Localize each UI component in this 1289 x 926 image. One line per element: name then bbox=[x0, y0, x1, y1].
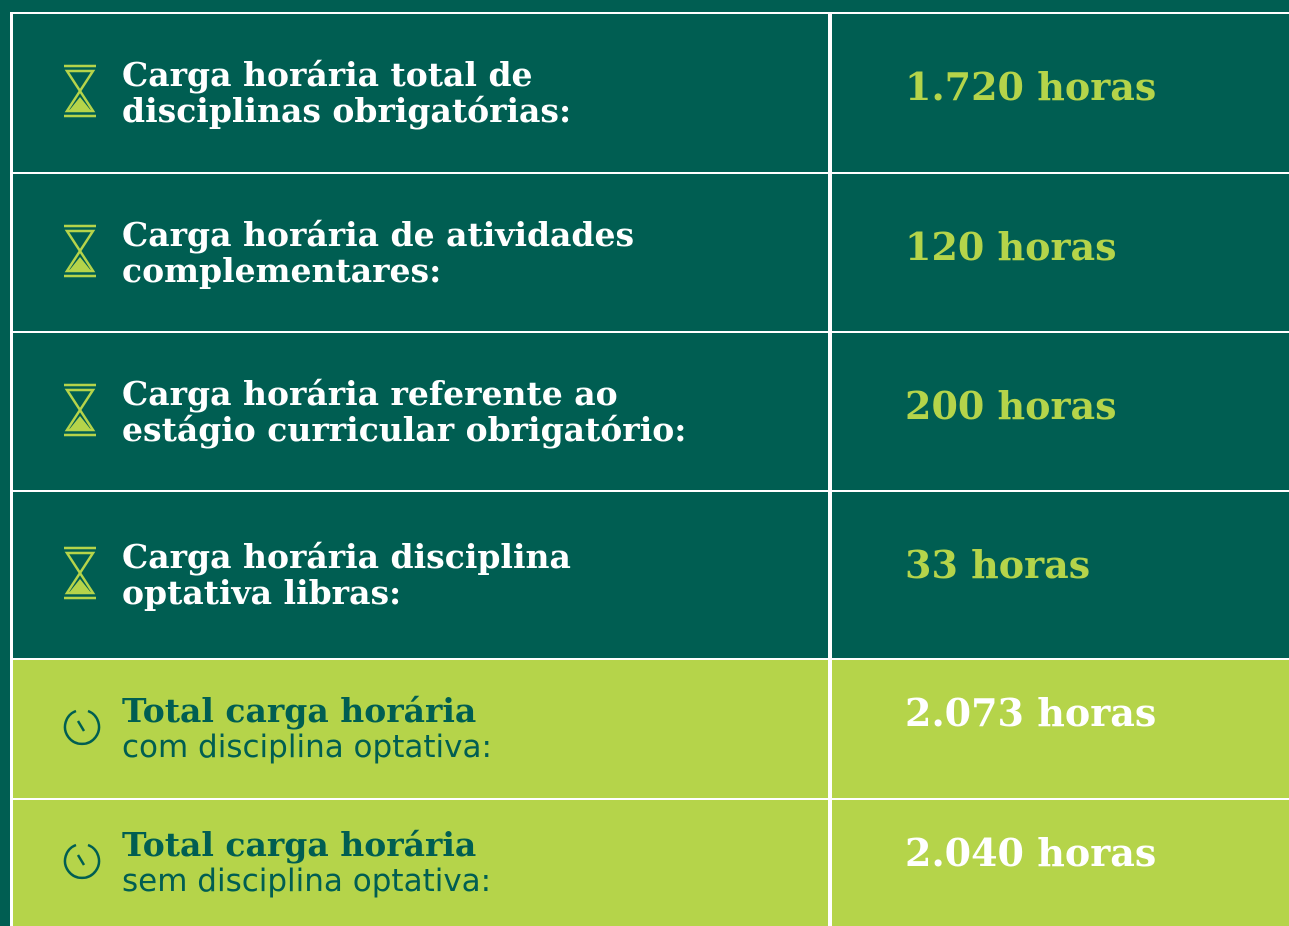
table-row: Carga horária total de disciplinas obriga… bbox=[12, 12, 1289, 172]
hourglass-icon bbox=[62, 382, 98, 442]
stopwatch-icon bbox=[62, 841, 102, 885]
hourglass-icon bbox=[62, 223, 98, 283]
label-line: Total carga horária bbox=[122, 825, 477, 864]
label-line: disciplinas obrigatórias: bbox=[122, 91, 572, 130]
row-label: Carga horária de atividades complementare… bbox=[122, 174, 634, 331]
table-row: Carga horária disciplina optativa libras:… bbox=[12, 490, 1289, 658]
row-value: 200 horas bbox=[905, 383, 1117, 428]
hourglass-icon bbox=[62, 545, 98, 605]
label-line: complementares: bbox=[122, 250, 442, 290]
label-line: Carga horária referente ao bbox=[122, 373, 618, 413]
row-label: Carga horária referente ao estágio curric… bbox=[122, 333, 686, 490]
label-line: com disciplina optativa: bbox=[122, 729, 492, 765]
label-line: Carga horária total de bbox=[122, 55, 533, 94]
label-line: Carga horária de atividades bbox=[122, 214, 635, 254]
label-line: Total carga horária bbox=[122, 691, 477, 730]
row-label: Carga horária total de disciplinas obriga… bbox=[122, 14, 571, 172]
table-row: Carga horária de atividades complementare… bbox=[12, 172, 1289, 331]
row-value: 120 horas bbox=[905, 224, 1117, 269]
row-value: 2.040 horas bbox=[905, 830, 1157, 875]
row-value: 2.073 horas bbox=[905, 690, 1157, 735]
row-value: 33 horas bbox=[905, 542, 1091, 587]
table-row: Total carga horária sem disciplina optati… bbox=[12, 798, 1289, 926]
table-row: Carga horária referente ao estágio curric… bbox=[12, 331, 1289, 490]
label-line: estágio curricular obrigatório: bbox=[122, 409, 687, 449]
table-row: Total carga horária com disciplina optati… bbox=[12, 658, 1289, 798]
label-line: Carga horária disciplina bbox=[122, 537, 571, 576]
row-label: Carga horária disciplina optativa libras: bbox=[122, 492, 571, 658]
row-label: Total carga horária sem disciplina optati… bbox=[122, 800, 491, 926]
column-divider bbox=[828, 12, 832, 926]
hourglass-icon bbox=[62, 63, 98, 123]
stopwatch-icon bbox=[62, 707, 102, 751]
row-label: Total carga horária com disciplina optati… bbox=[122, 660, 492, 798]
row-value: 1.720 horas bbox=[905, 64, 1157, 109]
label-line: sem disciplina optativa: bbox=[122, 863, 492, 899]
left-border bbox=[10, 12, 13, 926]
label-line: optativa libras: bbox=[122, 573, 402, 612]
